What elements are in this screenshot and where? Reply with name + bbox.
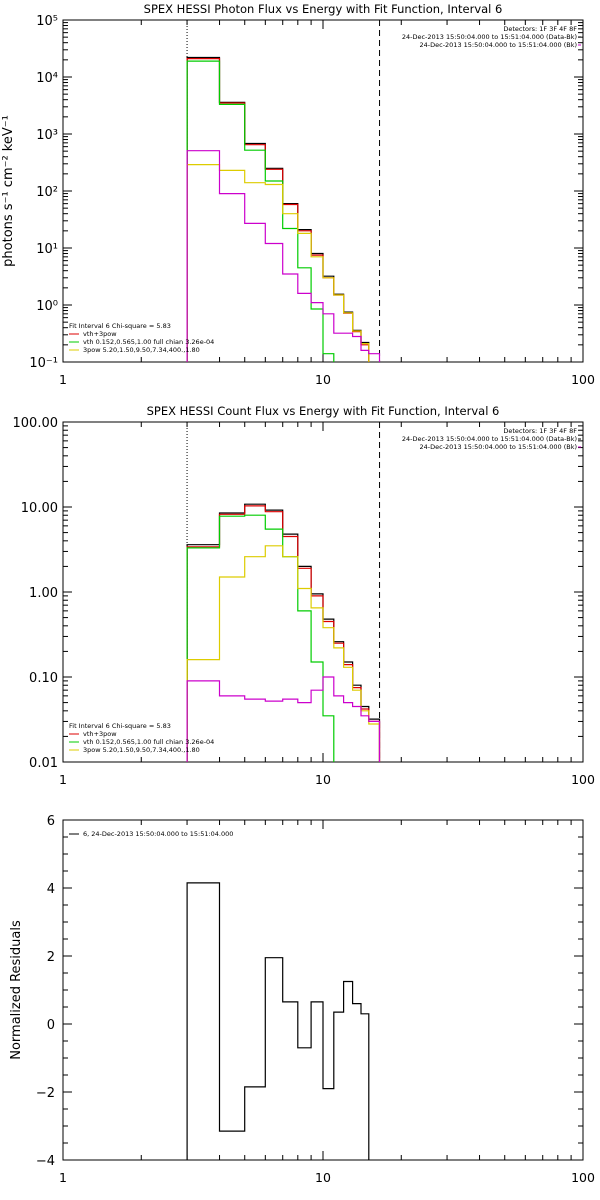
x-tick-label: 100: [571, 1170, 595, 1185]
legend-bottom-text: Fit Interval 6 Chi-square = 5.83: [69, 722, 171, 730]
legend-bottom-text: vth+3pow: [83, 330, 117, 338]
chart-title: SPEX HESSI Count Flux vs Energy with Fit…: [147, 404, 500, 418]
y-tick-label: 0: [47, 1018, 55, 1033]
chart-panel-1: SPEX HESSI Photon Flux vs Energy with Fi…: [1, 2, 595, 387]
x-tick-label: 100: [571, 772, 595, 787]
y-tick-label: 10⁴: [36, 71, 58, 86]
legend-top-text: 24-Dec-2013 15:50:04.000 to 15:51:04.000…: [420, 41, 578, 49]
series-bk-line: [186, 676, 381, 762]
y-tick-label: 0.01: [29, 756, 58, 771]
legend-bottom-text: vth 0.152,0.565,1.00 full chian 3.26e-04: [83, 338, 214, 346]
series-pow-line: [186, 545, 381, 762]
chart-panel-3: 1 10 100 −4 −2 0 2 4 6 Normalized Residuals 6, 24-…: [9, 814, 595, 1185]
series-vth-line: [186, 514, 381, 762]
data-layer: [186, 503, 381, 762]
y-tick-label: 4: [47, 882, 55, 897]
y-tick-label: 2: [47, 950, 55, 965]
data-layer: [186, 56, 381, 362]
legend-top-text: Detectors: 1F 3F 4F 8F: [503, 25, 577, 33]
legend-bottom-text: vth 0.152,0.565,1.00 full chian 3.26e-04: [83, 738, 214, 746]
legend-bottom-text: 3pow 5.20,1.50,9.50,7.34,400.,1.80: [83, 346, 200, 354]
series-bk-line: [186, 150, 381, 362]
series-data-line: [186, 882, 370, 1160]
y-axis-label: Normalized Residuals: [9, 920, 24, 1060]
y-axis-label: photons s⁻¹ cm⁻² keV⁻¹: [1, 115, 16, 267]
legend-top-text: 24-Dec-2013 15:50:04.000 to 15:51:04.000…: [420, 443, 578, 451]
series-vth-line: [186, 60, 381, 362]
legend-top-text: 24-Dec-2013 15:50:04.000 to 15:51:04.000…: [402, 33, 577, 41]
y-tick-label: 0.10: [29, 671, 58, 686]
legend-bottom-text: Fit Interval 6 Chi-square = 5.83: [69, 322, 171, 330]
y-tick-label: −4: [36, 1154, 55, 1169]
legend-bottom-text: vth+3pow: [83, 730, 117, 738]
x-tick-label: 10: [315, 772, 331, 787]
plot-frame: [62, 819, 584, 1161]
legend-top-text: Detectors: 1F 3F 4F 8F: [503, 427, 577, 435]
chart-title: SPEX HESSI Photon Flux vs Energy with Fi…: [144, 2, 503, 16]
x-tick-label: 10: [315, 1170, 331, 1185]
legend-bottom-text: 3pow 5.20,1.50,9.50,7.34,400.,1.80: [83, 746, 200, 754]
y-tick-label: 10.00: [21, 501, 58, 516]
x-tick-label: 1: [59, 772, 67, 787]
x-tick-label: 100: [571, 372, 595, 387]
y-tick-label: 10¹: [36, 242, 58, 257]
x-tick-label: 1: [59, 1170, 67, 1185]
y-tick-label: 1.00: [29, 586, 58, 601]
data-layer: [186, 882, 370, 1160]
y-tick-label: 10⁰: [36, 299, 58, 314]
y-tick-label: 10⁵: [36, 14, 58, 29]
y-tick-label: 6: [47, 814, 55, 829]
legend-top-text: 24-Dec-2013 15:50:04.000 to 15:51:04.000…: [402, 435, 577, 443]
y-tick-label: 100.00: [13, 416, 59, 431]
y-tick-label: 10²: [36, 185, 58, 200]
x-tick-label: 1: [59, 372, 67, 387]
chart-panel-2: SPEX HESSI Count Flux vs Energy with Fit…: [13, 404, 595, 787]
y-tick-label: −2: [36, 1086, 55, 1101]
x-tick-label: 10: [315, 372, 331, 387]
y-tick-label: 10⁻¹: [29, 356, 58, 371]
y-tick-label: 10³: [36, 128, 58, 143]
legend-text: 6, 24-Dec-2013 15:50:04.000 to 15:51:04.…: [83, 830, 233, 838]
